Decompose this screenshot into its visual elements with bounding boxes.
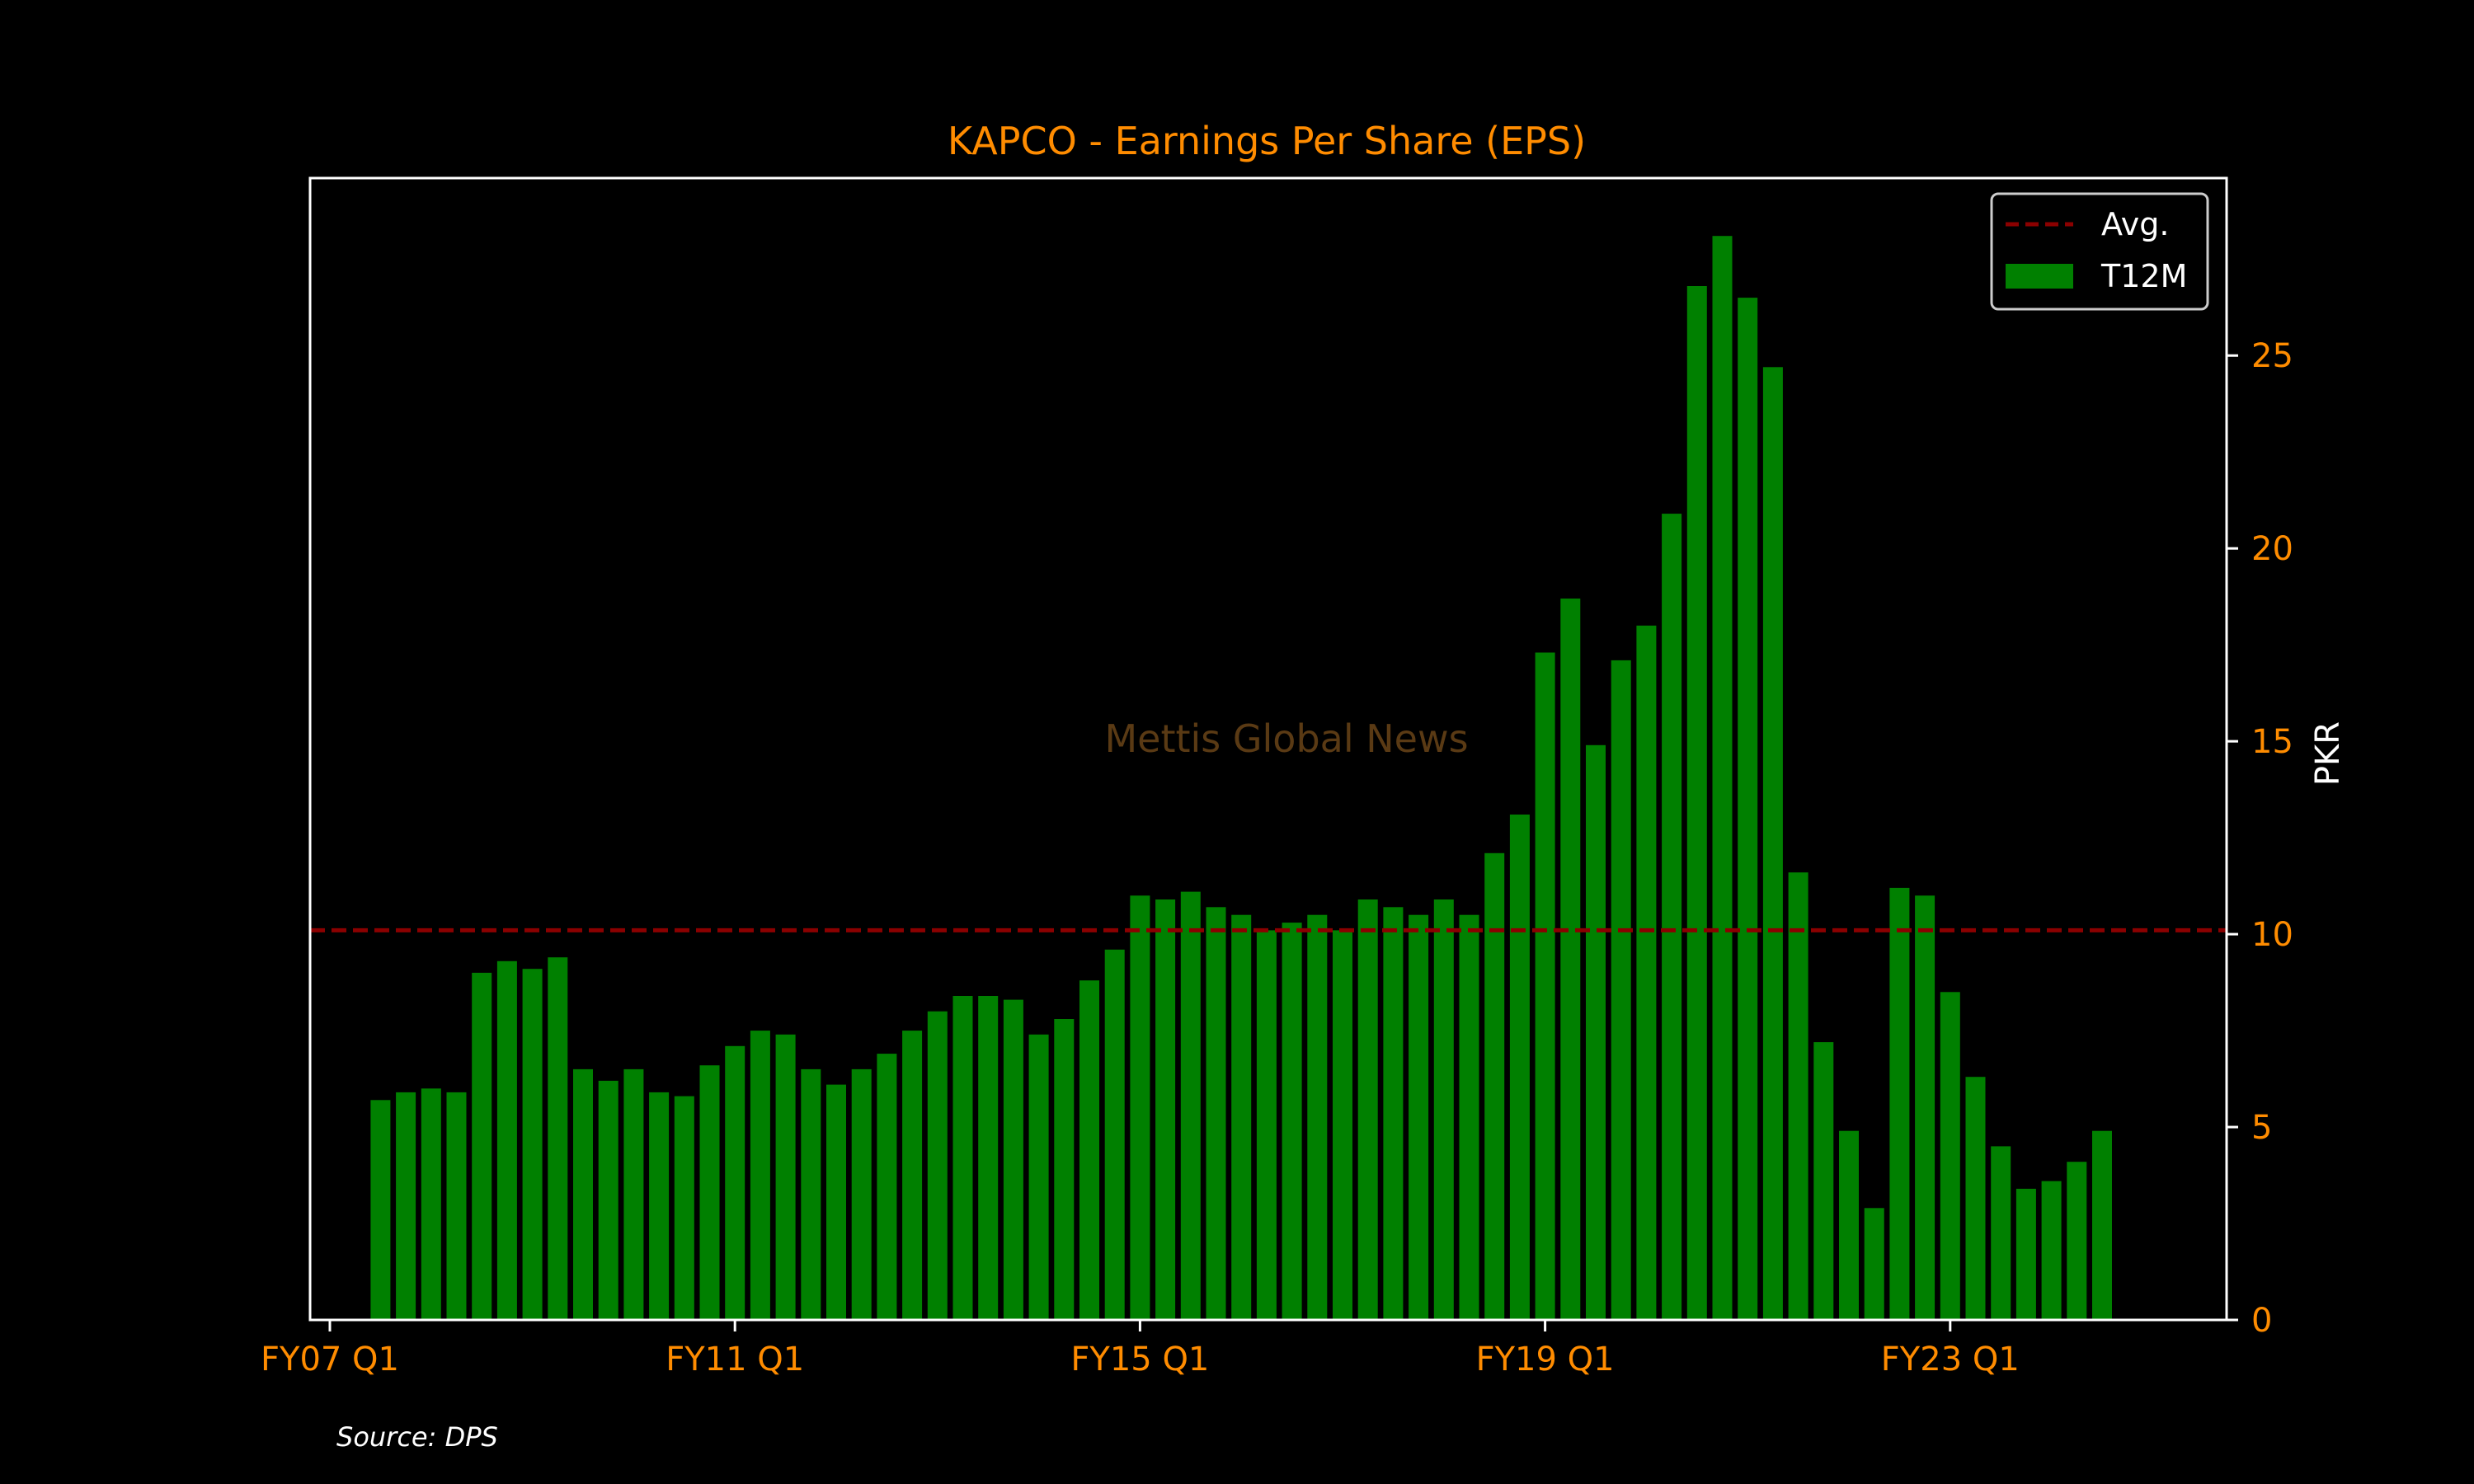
y-tick-label: 10 bbox=[2251, 916, 2293, 954]
bar-fy23-q4 bbox=[2015, 1188, 2036, 1320]
bar-fy17-q1 bbox=[1333, 930, 1352, 1320]
bar-fy09-q2 bbox=[548, 957, 568, 1320]
x-tick-label: FY15 Q1 bbox=[1070, 1341, 1209, 1378]
bar-fy09-q1 bbox=[522, 969, 543, 1320]
y-tick-label: 5 bbox=[2251, 1109, 2272, 1147]
bar-fy20-q2 bbox=[1662, 514, 1682, 1320]
legend: Avg. T12M bbox=[1990, 192, 2209, 311]
bar-fy20-q1 bbox=[1636, 625, 1657, 1320]
bar-fy07-q3 bbox=[370, 1100, 391, 1320]
bar-fy24-q3 bbox=[2092, 1130, 2112, 1320]
bar-fy17-q2 bbox=[1357, 899, 1378, 1320]
bar-fy07-q4 bbox=[396, 1092, 416, 1320]
bar-fy21-q4 bbox=[1813, 1042, 1834, 1320]
bar-fy23-q3 bbox=[1991, 1146, 2011, 1320]
bar-fy18-q2 bbox=[1459, 914, 1479, 1320]
bar-fy11-q4 bbox=[801, 1068, 821, 1320]
bar-fy11-q2 bbox=[750, 1031, 770, 1320]
bar-fy24-q1 bbox=[2041, 1181, 2062, 1320]
bar-fy20-q4 bbox=[1712, 236, 1733, 1321]
bar-fy17-q4 bbox=[1409, 914, 1429, 1320]
bar-fy10-q3 bbox=[674, 1096, 694, 1320]
bar-fy09-q3 bbox=[573, 1068, 593, 1320]
bar-fy18-q1 bbox=[1433, 899, 1454, 1320]
bar-fy16-q3 bbox=[1282, 923, 1302, 1320]
bar-fy20-q3 bbox=[1686, 286, 1707, 1320]
bar-fy23-q2 bbox=[1965, 1077, 1986, 1320]
y-tick-label: 20 bbox=[2251, 530, 2293, 568]
bar-fy11-q1 bbox=[725, 1045, 745, 1320]
bar-fy24-q2 bbox=[2067, 1162, 2087, 1320]
legend-t12m-label: T12M bbox=[2100, 258, 2187, 294]
bar-fy16-q2 bbox=[1256, 930, 1277, 1320]
bar-fy14-q3 bbox=[1079, 980, 1099, 1320]
y-axis-label: PKR bbox=[2309, 721, 2347, 786]
x-axis-ticks: FY07 Q1 FY11 Q1 FY15 Q1 FY19 Q1 FY23 Q1 bbox=[261, 1320, 2020, 1378]
y-tick-label: 15 bbox=[2251, 723, 2293, 761]
bar-fy11-q3 bbox=[775, 1034, 796, 1321]
bar-fy10-q4 bbox=[699, 1065, 720, 1320]
bar-fy18-q3 bbox=[1484, 852, 1505, 1320]
bar-fy19-q4 bbox=[1611, 660, 1631, 1320]
bar-fy09-q4 bbox=[598, 1080, 618, 1320]
legend-avg-label: Avg. bbox=[2101, 206, 2169, 242]
bar-fy12-q1 bbox=[826, 1084, 846, 1320]
bar-fy15-q3 bbox=[1180, 891, 1201, 1320]
bar-fy22-q4 bbox=[1915, 895, 1935, 1320]
bar-fy22-q3 bbox=[1889, 887, 1910, 1320]
bar-fy12-q3 bbox=[877, 1054, 897, 1320]
bar-fy08-q4 bbox=[496, 960, 517, 1320]
bar-fy19-q2 bbox=[1560, 599, 1581, 1320]
x-tick-label: FY07 Q1 bbox=[261, 1341, 399, 1378]
bar-fy12-q2 bbox=[851, 1068, 872, 1320]
y-axis-ticks: 0 5 10 15 20 25 bbox=[2227, 337, 2293, 1340]
bar-fy13-q3 bbox=[978, 996, 999, 1320]
bar-fy15-q4 bbox=[1206, 907, 1226, 1320]
bar-fy14-q4 bbox=[1104, 949, 1125, 1320]
bar-fy22-q2 bbox=[1864, 1208, 1884, 1320]
bar-fy13-q4 bbox=[1003, 999, 1023, 1320]
bar-fy14-q2 bbox=[1054, 1019, 1075, 1320]
bar-fy23-q1 bbox=[1940, 992, 1960, 1320]
bar-fy08-q1 bbox=[421, 1088, 441, 1320]
bar-fy22-q1 bbox=[1839, 1130, 1859, 1320]
bar-fy13-q2 bbox=[952, 996, 973, 1320]
bar-series-t12m bbox=[370, 236, 2112, 1321]
bar-fy16-q1 bbox=[1231, 914, 1252, 1320]
bar-fy17-q3 bbox=[1383, 907, 1404, 1320]
bar-fy14-q1 bbox=[1028, 1034, 1049, 1321]
bar-fy08-q2 bbox=[446, 1092, 467, 1320]
x-tick-label: FY23 Q1 bbox=[1881, 1341, 2020, 1378]
bar-fy16-q4 bbox=[1307, 914, 1328, 1320]
bar-fy19-q3 bbox=[1586, 744, 1606, 1320]
plot-frame bbox=[308, 176, 2228, 1322]
watermark: Mettis Global News bbox=[1104, 716, 1468, 761]
bar-fy21-q3 bbox=[1788, 872, 1808, 1320]
y-tick-label: 25 bbox=[2251, 337, 2293, 375]
chart-title: KAPCO - Earnings Per Share (EPS) bbox=[948, 119, 1586, 163]
bar-fy21-q2 bbox=[1762, 367, 1783, 1320]
bar-fy21-q1 bbox=[1738, 298, 1758, 1321]
x-tick-label: FY19 Q1 bbox=[1476, 1341, 1615, 1378]
bar-fy15-q2 bbox=[1155, 899, 1176, 1320]
bar-fy15-q1 bbox=[1130, 895, 1150, 1320]
legend-t12m-swatch bbox=[2006, 264, 2073, 289]
bar-fy08-q3 bbox=[472, 972, 492, 1320]
bar-fy19-q1 bbox=[1535, 652, 1555, 1320]
x-tick-label: FY11 Q1 bbox=[666, 1341, 804, 1378]
y-tick-label: 0 bbox=[2251, 1302, 2272, 1340]
bar-fy12-q4 bbox=[902, 1031, 923, 1320]
bar-fy10-q2 bbox=[649, 1092, 670, 1320]
bar-fy10-q1 bbox=[623, 1068, 644, 1320]
bar-fy13-q1 bbox=[927, 1011, 948, 1320]
bar-fy18-q4 bbox=[1509, 815, 1530, 1320]
source-note: Source: DPS bbox=[336, 1421, 498, 1453]
